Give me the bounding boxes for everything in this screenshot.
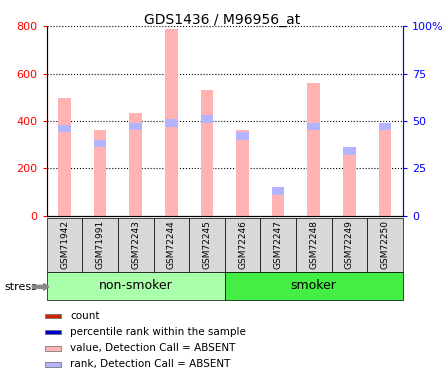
Bar [58,125,71,132]
Bar [201,90,213,216]
Bar [82,217,118,272]
Text: GSM72244: GSM72244 [167,220,176,269]
Bar [236,132,249,140]
Bar [154,217,189,272]
Bar [47,217,82,272]
Bar [225,217,260,272]
Bar [94,140,106,147]
Bar [343,147,356,155]
Bar [44,346,61,351]
Text: value, Detection Call = ABSENT: value, Detection Call = ABSENT [70,343,235,353]
Bar [129,123,142,130]
Bar [236,130,249,216]
Bar [379,123,391,130]
Text: GSM72246: GSM72246 [238,220,247,269]
Bar [129,112,142,216]
Text: GSM72245: GSM72245 [202,220,211,269]
Text: GSM72248: GSM72248 [309,220,318,269]
Text: stress: stress [4,282,37,292]
Bar [44,362,61,367]
Bar [332,217,367,272]
Bar [44,330,61,334]
Text: GDS1436 / M96956_at: GDS1436 / M96956_at [144,13,301,27]
Bar [272,187,284,195]
Text: GSM71991: GSM71991 [96,220,105,269]
Text: non-smoker: non-smoker [99,279,173,292]
Bar [44,314,61,318]
Bar [94,130,106,216]
Bar [58,99,71,216]
Bar [118,217,154,272]
Bar [307,123,320,130]
Bar [296,217,332,272]
Text: smoker: smoker [291,279,337,292]
Bar [165,119,178,127]
Bar [260,217,296,272]
Text: GSM72250: GSM72250 [380,220,389,269]
Text: GSM72243: GSM72243 [131,220,140,269]
Text: GSM72249: GSM72249 [345,220,354,269]
Text: GSM72247: GSM72247 [274,220,283,269]
Text: rank, Detection Call = ABSENT: rank, Detection Call = ABSENT [70,360,231,369]
Bar [189,217,225,272]
Bar [343,149,356,216]
Bar [307,83,320,216]
Bar [225,272,403,300]
Bar [165,28,178,216]
Bar [367,217,403,272]
Text: count: count [70,311,99,321]
Bar [201,115,213,123]
Bar [47,272,225,300]
Bar [272,191,284,216]
Text: GSM71942: GSM71942 [60,220,69,269]
Text: percentile rank within the sample: percentile rank within the sample [70,327,246,337]
Bar [379,126,391,216]
